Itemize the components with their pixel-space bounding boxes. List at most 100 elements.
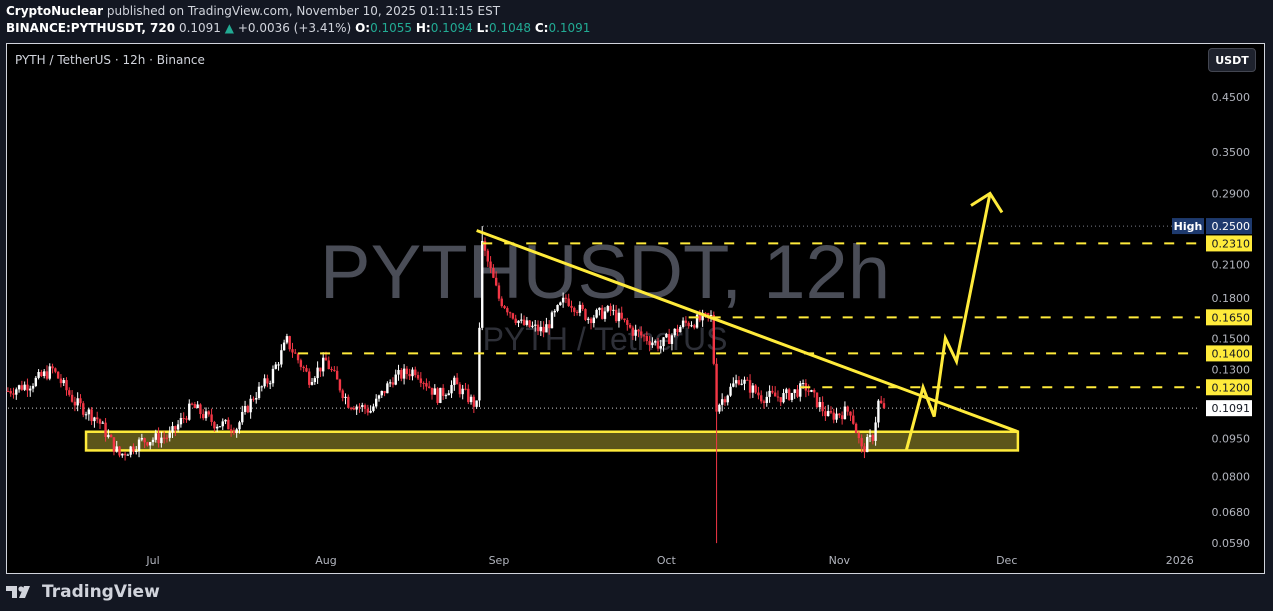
candle-body xyxy=(877,400,880,423)
candle-body xyxy=(48,366,51,379)
candle-body xyxy=(444,395,448,397)
candle-body xyxy=(497,285,501,299)
candle-body xyxy=(400,370,403,379)
candle-body xyxy=(23,384,26,390)
chart-panel[interactable] xyxy=(6,43,1265,574)
candle-body xyxy=(556,305,559,311)
level-price-label: 0.2310 xyxy=(1212,237,1251,250)
candle-body xyxy=(567,298,570,306)
candle-body xyxy=(494,277,498,286)
candle-body xyxy=(249,398,252,413)
candle-body xyxy=(517,320,520,323)
candle-body xyxy=(826,411,830,417)
candle-body xyxy=(282,342,286,351)
candle-body xyxy=(481,240,484,328)
candle-body xyxy=(626,320,629,325)
candle-body xyxy=(659,346,662,349)
candle-body xyxy=(704,312,707,314)
candle-body xyxy=(268,383,272,385)
candle-body xyxy=(82,403,85,415)
candle-body xyxy=(246,406,250,413)
candle-body xyxy=(218,426,222,428)
candle-body xyxy=(545,324,548,333)
candle-body xyxy=(101,422,104,424)
candle-body xyxy=(109,434,113,438)
candle-body xyxy=(760,395,763,402)
candle-body xyxy=(188,403,191,420)
candle-body xyxy=(807,390,810,392)
candle-body xyxy=(358,406,361,408)
candle-body xyxy=(121,453,124,456)
candle-body xyxy=(489,261,492,269)
candle-body xyxy=(676,328,679,333)
candle-body xyxy=(408,374,411,377)
tradingview-logo-icon xyxy=(6,586,30,598)
candle-body xyxy=(534,324,537,326)
candle-body xyxy=(165,437,169,439)
candle-body xyxy=(469,396,473,403)
candle-body xyxy=(732,383,735,387)
candle-body xyxy=(235,429,238,433)
y-tick-label: 0.2900 xyxy=(1212,187,1251,200)
candle-body xyxy=(355,406,358,410)
candle-body xyxy=(762,401,766,403)
candle-body xyxy=(213,421,216,429)
candle-body xyxy=(684,320,688,323)
candle-body xyxy=(506,308,509,313)
candle-body xyxy=(587,318,590,320)
candle-body xyxy=(372,406,375,411)
candle-body xyxy=(662,337,665,347)
candle-body xyxy=(344,396,347,398)
candle-body xyxy=(793,389,796,393)
x-tick-label: Nov xyxy=(829,554,851,567)
candle-body xyxy=(271,368,275,384)
candle-body xyxy=(453,377,456,385)
y-tick-label: 0.1300 xyxy=(1212,364,1251,377)
candle-body xyxy=(90,409,93,422)
candle-body xyxy=(338,379,342,391)
candle-body xyxy=(402,368,406,379)
candle-body xyxy=(129,446,132,455)
candle-body xyxy=(380,390,383,396)
candle-body xyxy=(15,389,18,395)
candle-body xyxy=(182,418,185,420)
publish-text: published on TradingView.com, November 1… xyxy=(106,4,501,18)
tradingview-logo[interactable]: TradingView xyxy=(6,582,160,602)
candle-body xyxy=(726,395,729,403)
candle-body xyxy=(126,454,130,456)
candle-body xyxy=(712,314,715,364)
candle-body xyxy=(160,437,163,444)
candle-body xyxy=(461,388,464,395)
candle-body xyxy=(377,395,381,399)
level-price-label: 0.1400 xyxy=(1212,347,1251,360)
author[interactable]: CryptoNuclear xyxy=(6,4,104,18)
candle-body xyxy=(143,438,146,443)
candle-body xyxy=(140,438,144,440)
high-tag-label: High xyxy=(1174,220,1203,233)
candle-body xyxy=(414,369,417,376)
candle-body xyxy=(818,402,822,408)
candle-body xyxy=(665,334,668,338)
candle-body xyxy=(525,320,529,325)
candle-body xyxy=(62,380,65,384)
candle-body xyxy=(813,389,816,393)
currency-unit-button[interactable]: USDT xyxy=(1208,48,1256,72)
candle-body xyxy=(492,268,495,278)
candle-body xyxy=(386,383,389,394)
last-price: 0.1091 xyxy=(178,21,221,35)
y-tick-label: 0.0950 xyxy=(1212,433,1251,446)
candle-body xyxy=(765,396,768,403)
candle-body xyxy=(112,437,116,452)
candle-body xyxy=(693,325,696,328)
candle-body xyxy=(458,384,462,395)
candle-body xyxy=(768,390,771,397)
candle-body xyxy=(274,364,277,369)
candle-body xyxy=(305,368,308,372)
candle-body xyxy=(840,415,844,420)
candle-body xyxy=(137,439,141,451)
y-tick-label: 0.4500 xyxy=(1212,91,1251,104)
brand-name: TradingView xyxy=(42,582,160,602)
candle-body xyxy=(589,318,593,324)
candle-body xyxy=(640,331,643,336)
